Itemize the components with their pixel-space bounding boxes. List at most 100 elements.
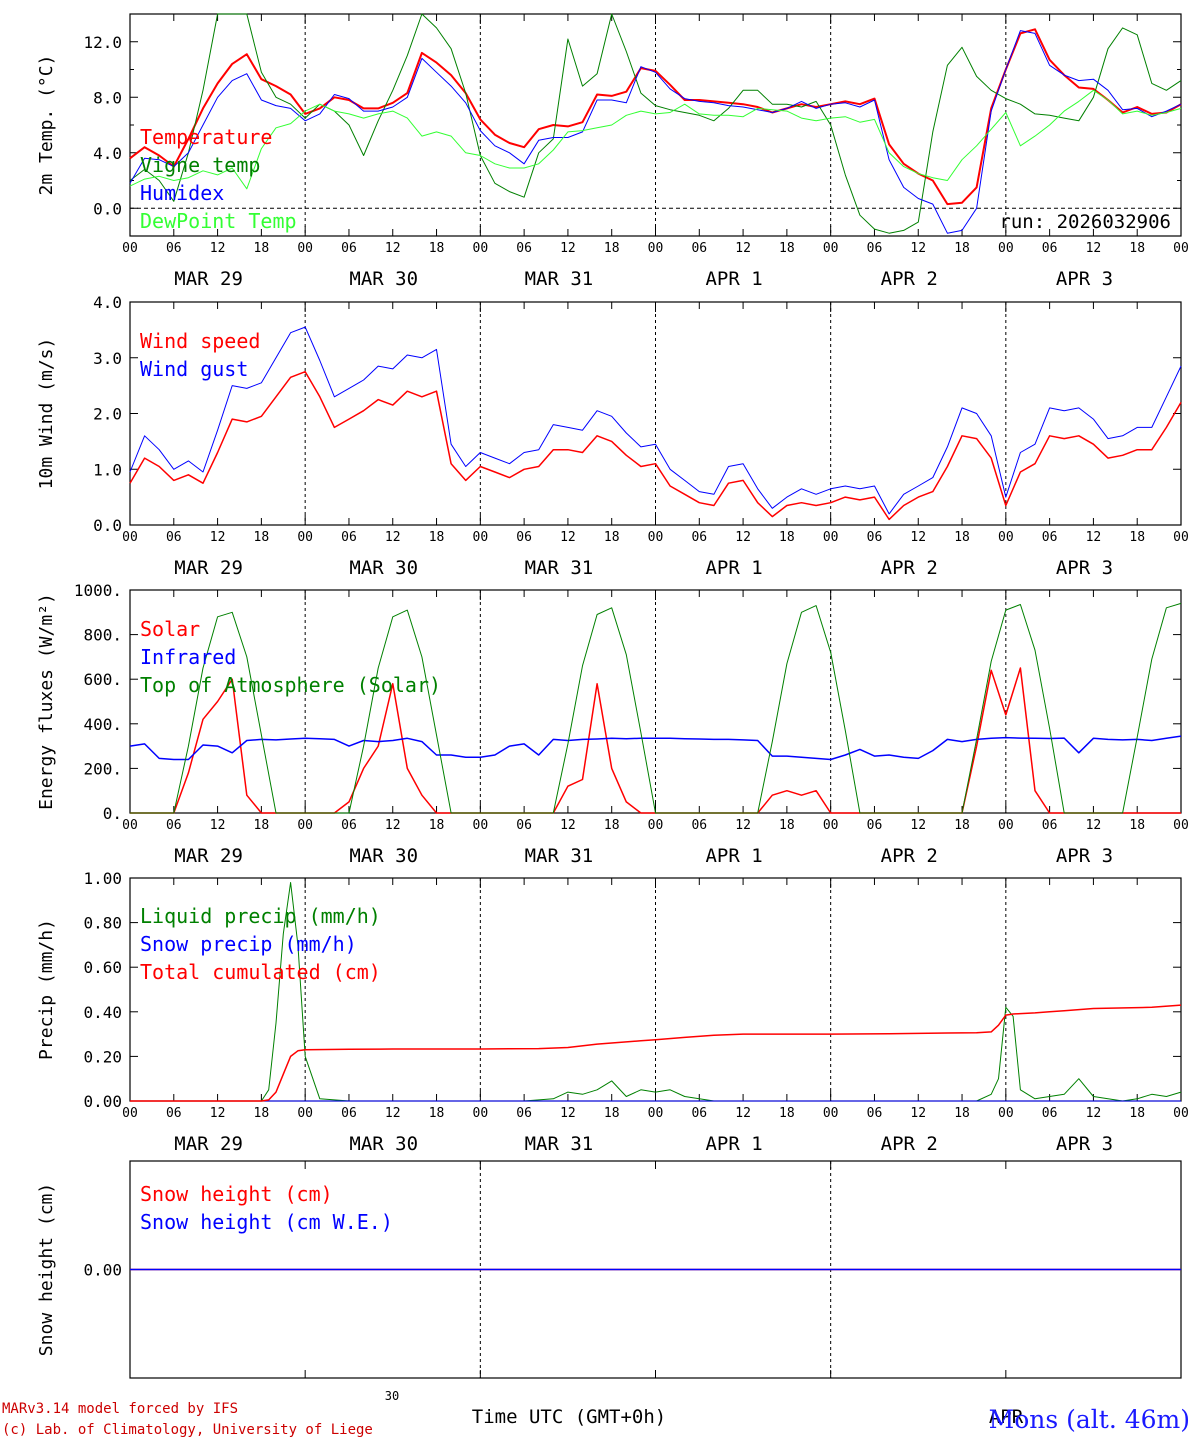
x-tick-label: 06: [341, 241, 357, 256]
series-line-liquid-precip-mm-h-: [130, 882, 1182, 1102]
x-tick-label: 00: [297, 241, 313, 256]
x-tick-label: 00: [122, 530, 138, 545]
x-tick-label: 12: [560, 241, 576, 256]
y-tick-label: 1.00: [83, 869, 122, 888]
x-tick-label: 18: [604, 818, 620, 833]
x-tick-label: 12: [560, 1106, 576, 1121]
x-tick-label: 00: [122, 241, 138, 256]
x-tick-label: 12: [910, 818, 926, 833]
x-tick-label: 00: [998, 818, 1014, 833]
y-tick-label: 0.0: [93, 516, 122, 535]
series-line-top-of-atmosphere-solar-: [130, 602, 1182, 814]
x-tick-label: 06: [516, 818, 532, 833]
legend-entry: Snow height (cm W.E.): [140, 1210, 393, 1234]
x-tick-label: 12: [735, 818, 751, 833]
series-line-wind-gust: [129, 326, 1182, 515]
y-axis-label: Precip (mm/h): [36, 919, 57, 1060]
panel-energy: 0. 200. 400. 600. 800. 1000. Energy fluxes (W/…: [36, 581, 1189, 867]
x-tick-label: 18: [779, 818, 795, 833]
x-tick-label: 18: [954, 1106, 970, 1121]
x-tick-label: 00: [473, 1106, 489, 1121]
x-tick-label: 12: [385, 241, 401, 256]
day-label: MAR 31: [525, 268, 594, 290]
y-tick-label: 12.0: [83, 33, 122, 52]
y-tick-label: 3.0: [93, 349, 122, 368]
y-tick-label: 0.00: [83, 1261, 122, 1280]
x-tick-label: 18: [254, 530, 270, 545]
x-tick-label: 18: [954, 241, 970, 256]
x-tick-label: 18: [254, 818, 270, 833]
x-tick-label: 06: [867, 818, 883, 833]
y-tick-label: 0.0: [93, 199, 122, 218]
day-label: MAR 30: [349, 557, 418, 579]
x-tick-label: 06: [516, 1106, 532, 1121]
legend-entry: Humidex: [140, 181, 224, 205]
location-title: Mons (alt. 46m): [989, 1405, 1190, 1434]
footer-credit-1: MARv3.14 model forced by IFS: [2, 1401, 238, 1417]
x-tick-label: 00: [823, 818, 839, 833]
series-line-dewpoint-temp: [129, 89, 1182, 190]
x-tick-label: 06: [691, 241, 707, 256]
legend-entry: Vigne temp: [140, 153, 260, 177]
x-tick-label: 06: [867, 530, 883, 545]
day-label: MAR 31: [525, 1133, 594, 1155]
x-tick-label: 06: [867, 1106, 883, 1121]
y-tick-label: 600.: [83, 670, 122, 689]
footer: MARv3.14 model forced by IFS (c) Lab. of…: [2, 1389, 1190, 1438]
x-tick-label: 12: [735, 241, 751, 256]
x-tick-label: 18: [779, 241, 795, 256]
run-annotation: run: 2026032906: [999, 211, 1171, 233]
x-tick-label: 00: [473, 530, 489, 545]
x-tick-label: 06: [166, 241, 182, 256]
x-tick-label: 06: [1042, 241, 1058, 256]
day-label: MAR 31: [525, 557, 594, 579]
x-tick-label: 12: [1086, 241, 1102, 256]
x-tick-label: 00: [998, 1106, 1014, 1121]
x-tick-label: 06: [691, 818, 707, 833]
x-tick-label: 06: [1042, 530, 1058, 545]
x-tick-label: 12: [910, 530, 926, 545]
series-line-infrared: [129, 735, 1182, 761]
legend-entry: Total cumulated (cm): [140, 960, 381, 984]
x-tick-label: 06: [516, 241, 532, 256]
x-tick-label: 00: [297, 1106, 313, 1121]
day-label: APR 3: [1056, 1133, 1113, 1155]
x-tick-label: 12: [560, 530, 576, 545]
y-tick-label: 800.: [83, 626, 122, 645]
x-tick-label: 18: [429, 241, 445, 256]
legend-entry: Wind gust: [140, 357, 248, 381]
day-label: APR 3: [1056, 845, 1113, 867]
plot-frame: [129, 589, 1182, 814]
day-label: MAR 30: [349, 845, 418, 867]
x-tick-label: 18: [1129, 818, 1145, 833]
x-tick-label: 12: [560, 818, 576, 833]
legend-entry: Infrared: [140, 645, 236, 669]
footer-credit-2: (c) Lab. of Climatology, University of L…: [2, 1422, 373, 1438]
x-tick-label: 00: [297, 818, 313, 833]
day-label: APR 2: [881, 1133, 938, 1155]
x-tick-label: 00: [648, 818, 664, 833]
series-line-humidex: [129, 30, 1182, 234]
y-tick-label: 2.0: [93, 405, 122, 424]
x-tick-label: 06: [516, 530, 532, 545]
day-label: MAR 29: [174, 845, 243, 867]
x-tick-label: 18: [1129, 1106, 1145, 1121]
x-tick-label: 06: [1042, 818, 1058, 833]
x-tick-label: 00: [823, 530, 839, 545]
x-tick-label: 18: [604, 241, 620, 256]
y-tick-label: 0.00: [83, 1092, 122, 1111]
panel-wind: 0.0 1.0 2.0 3.0 4.0 10m Wind (m/s) 00 06 12 18 00 0…: [36, 293, 1189, 579]
y-tick-label: 0.80: [83, 914, 122, 933]
day-label: MAR 30: [349, 268, 418, 290]
x-tick-label: 00: [1173, 818, 1189, 833]
x-tick-label: 18: [954, 818, 970, 833]
x-tick-label: 12: [1086, 530, 1102, 545]
x-tick-label: 06: [867, 241, 883, 256]
x-tick-label: 18: [429, 818, 445, 833]
x-tick-label: 18: [1129, 530, 1145, 545]
stray-label-apr: APR: [989, 1406, 1024, 1428]
x-tick-label: 06: [1042, 1106, 1058, 1121]
x-tick-label: 00: [648, 530, 664, 545]
y-tick-label: 8.0: [93, 88, 122, 107]
